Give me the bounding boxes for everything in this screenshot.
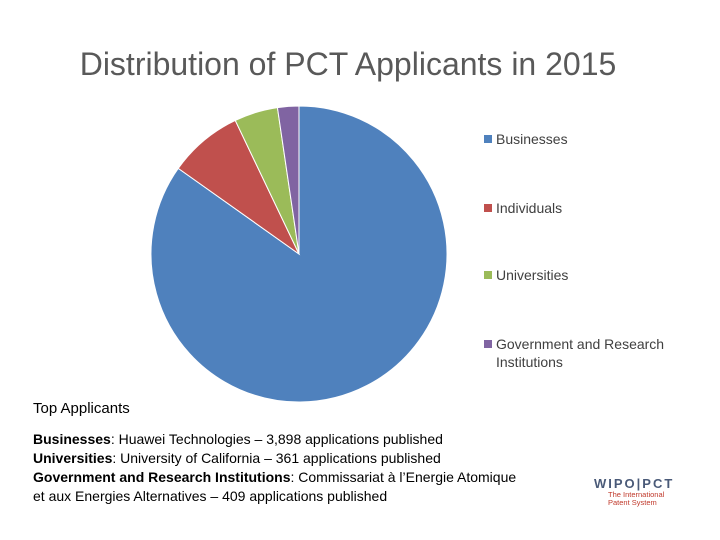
legend-swatch [484, 340, 492, 348]
legend-label: Individuals [496, 200, 563, 216]
legend-swatch [484, 271, 492, 279]
detail-text: : University of California – 361 applica… [112, 450, 441, 466]
legend-label: Universities [496, 267, 569, 283]
top-applicants-heading: Top Applicants [33, 400, 130, 417]
legend-label: Businesses [496, 131, 568, 147]
logo-main-text: WIPO|PCT [594, 476, 675, 491]
slice-government [276, 105, 300, 255]
detail-line-continuation: et aux Energies Alternatives – 409 appli… [33, 488, 388, 504]
detail-line-universities: Universities: University of California –… [33, 449, 593, 468]
logo-sub-text: The International Patent System [608, 490, 665, 507]
top-applicants-details: Businesses: Huawei Technologies – 3,898 … [33, 430, 593, 506]
legend-swatch [484, 204, 492, 212]
detail-text: : Commissariat à l’Energie Atomique [290, 469, 517, 485]
detail-label: Government and Research Institutions [33, 469, 291, 485]
detail-line-businesses: Businesses: Huawei Technologies – 3,898 … [33, 430, 593, 449]
detail-label: Businesses [33, 431, 111, 447]
detail-line-government: Government and Research Institutions: Co… [33, 468, 593, 487]
legend-swatch [484, 135, 492, 143]
detail-text: : Huawei Technologies – 3,898 applicatio… [110, 431, 443, 447]
wipo-pct-logo: WIPO|PCT The International Patent System [594, 476, 684, 510]
legend-label: Government and Research Institutions [496, 336, 665, 370]
detail-label: Universities [33, 450, 113, 466]
chart-title: Distribution of PCT Applicants in 2015 [79, 46, 617, 82]
